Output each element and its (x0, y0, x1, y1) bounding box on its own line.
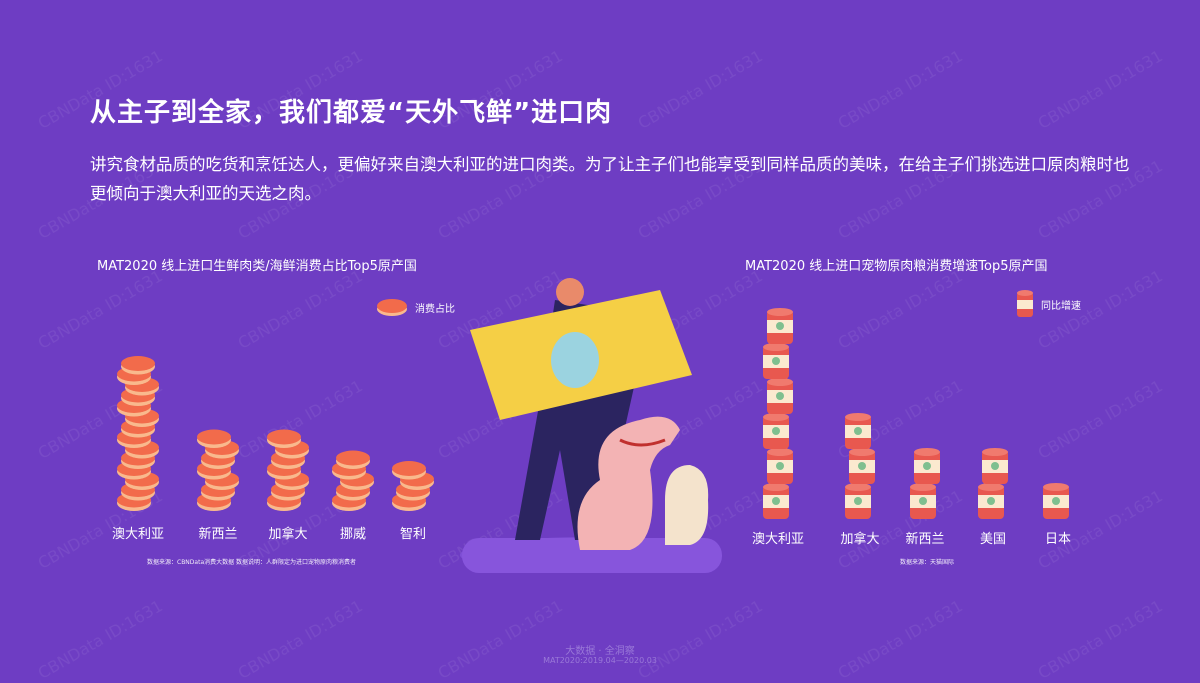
bar-can-stack (1043, 483, 1069, 519)
left-legend: 消费占比 (375, 297, 455, 317)
can-logo (772, 357, 780, 365)
category-label: 澳大利亚 (751, 532, 804, 547)
can-logo (854, 427, 862, 435)
page-title: 从主子到全家，我们都爱“天外飞鲜”进口肉 (90, 98, 613, 128)
bar-meat-stack (117, 356, 159, 511)
meat-steak-top (336, 450, 370, 466)
bar-meat-stack (197, 429, 239, 511)
category-label: 新西兰 (198, 527, 238, 542)
meat-steak-top (267, 429, 301, 445)
bar-can-stack (978, 448, 1008, 519)
right-legend: 同比增速 (1015, 289, 1081, 319)
category-label: 加拿大 (840, 532, 880, 547)
category-label: 智利 (399, 527, 426, 542)
footer-period: MAT2020:2019.04—2020.03 (543, 656, 657, 665)
can-lid (767, 448, 793, 456)
can-logo (772, 497, 780, 505)
bar-meat-stack (267, 429, 309, 511)
left-chart-note: 数据来源：CBNData消费大数据 数据说明：人群限定为进口宠物原肉粮消费者 (147, 559, 357, 566)
right-chart-title: MAT2020 线上进口宠物原肉粮消费增速Top5原产国 (745, 259, 1048, 274)
category-label: 新西兰 (905, 532, 945, 547)
can-lid (763, 413, 789, 421)
can-logo (772, 427, 780, 435)
can-logo (1052, 497, 1060, 505)
can-logo (987, 497, 995, 505)
meat-steak-top (392, 461, 426, 476)
can-lid (914, 448, 940, 456)
category-label: 加拿大 (268, 527, 308, 542)
bar-meat-stack (392, 461, 434, 511)
can-lid (978, 483, 1004, 491)
left-chart-title: MAT2020 线上进口生鲜肉类/海鲜消费占比Top5原产国 (97, 259, 417, 274)
page-subtitle: 讲究食材品质的吃货和烹饪达人，更偏好来自澳大利亚的进口肉类。为了让主子们也能享受… (90, 155, 1130, 203)
can-logo (858, 462, 866, 470)
category-label: 美国 (979, 532, 1006, 547)
central-illustration (460, 278, 722, 573)
right-chart-note: 数据来源：天猫国际 (900, 559, 955, 566)
legend-label: 同比增速 (1041, 300, 1081, 312)
bar-can-stack (763, 308, 793, 519)
can-logo (919, 497, 927, 505)
legend-label: 消费占比 (415, 303, 455, 315)
can-logo (776, 322, 784, 330)
bar-can-stack (910, 448, 940, 519)
can-lid (763, 343, 789, 351)
can-lid (849, 448, 875, 456)
can-lid (910, 483, 936, 491)
can-lid (767, 308, 793, 316)
can-lid (982, 448, 1008, 456)
can-lid (845, 483, 871, 491)
can-logo (991, 462, 999, 470)
meat-steak-icon (377, 299, 407, 316)
category-label: 澳大利亚 (111, 527, 164, 542)
footer-tagline: 大数据 · 全洞察 (565, 646, 635, 657)
pet-food-can-icon (1017, 290, 1033, 317)
bar-can-stack (845, 413, 875, 519)
can-lid (767, 378, 793, 386)
meat-steak-top (121, 356, 155, 371)
meat-steak-top (197, 429, 231, 445)
can-logo (776, 392, 784, 400)
category-label: 日本 (1044, 532, 1071, 547)
bar-meat-stack (332, 450, 374, 511)
can-lid (1043, 483, 1069, 491)
can-logo (923, 462, 931, 470)
can-lid (763, 483, 789, 491)
can-lid (845, 413, 871, 421)
category-label: 挪威 (339, 527, 366, 542)
can-logo (776, 462, 784, 470)
can-logo (854, 497, 862, 505)
